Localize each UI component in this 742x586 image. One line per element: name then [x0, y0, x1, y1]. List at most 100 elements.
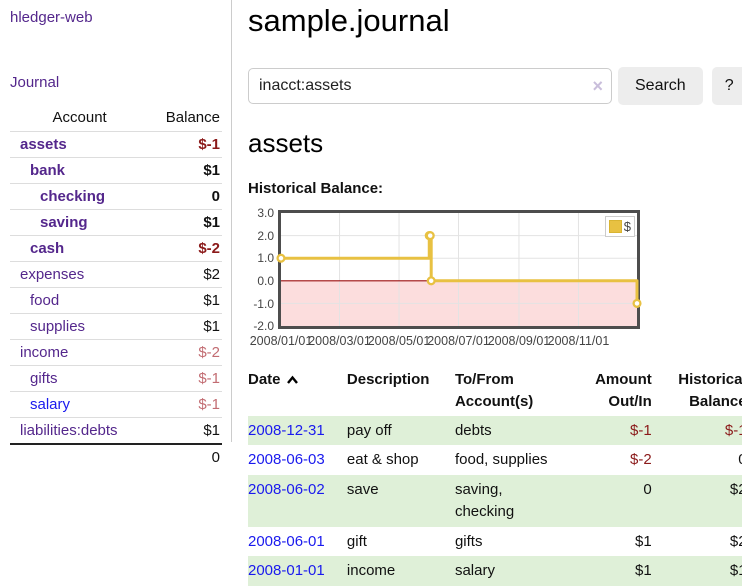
register-header-accounts: To/From Account(s) — [454, 371, 534, 410]
account-link-expenses[interactable]: expenses — [20, 266, 85, 283]
account-link-liabilities-debts[interactable]: liabilities:debts — [20, 422, 118, 439]
sidebar: hledger-web Journal Account Balance asse… — [0, 0, 232, 470]
y-axis-label: 1.0 — [257, 251, 274, 266]
transaction-amount: $1 — [635, 532, 652, 550]
page-title: sample.journal — [248, 3, 450, 38]
account-balance: $-1 — [149, 365, 222, 392]
register-table: Date Description To/From Account(s) Amou… — [248, 366, 742, 586]
account-link-cash[interactable]: cash — [30, 240, 65, 257]
transaction-balance: $2 — [729, 532, 742, 550]
historical-balance-chart: $ 3.0 2.0 1.0 0.0 -1.0 -2.0 2008/01/01 2008/03… — [248, 206, 742, 351]
account-row: checking 0 — [10, 183, 222, 210]
account-balance: $1 — [149, 157, 222, 184]
account-row: bank $1 — [10, 157, 222, 184]
transaction-accounts: debts — [454, 421, 492, 439]
clear-search-icon[interactable]: × — [592, 76, 603, 97]
transaction-balance: $-1 — [724, 421, 742, 439]
register-header-amount: Amount Out/In — [595, 371, 652, 410]
x-axis-label: 2008/11/01 — [547, 334, 610, 349]
y-axis-label: -1.0 — [253, 296, 274, 311]
transaction-balance: $2 — [729, 481, 742, 499]
chart-legend: $ — [604, 216, 635, 238]
account-link-gifts[interactable]: gifts — [30, 370, 58, 387]
account-link-saving[interactable]: saving — [40, 214, 88, 231]
transaction-row: 2008-01-01 income salary $1 $1 — [248, 556, 742, 586]
account-row: salary $-1 — [10, 391, 222, 418]
account-column-header: Account — [52, 109, 107, 126]
account-balance: $1 — [149, 287, 222, 314]
search-input[interactable] — [248, 68, 612, 105]
register-header-row: Date Description To/From Account(s) Amou… — [248, 366, 742, 416]
register-header-date[interactable]: Date — [248, 366, 347, 416]
account-link-checking[interactable]: checking — [40, 188, 106, 205]
account-row: cash $-2 — [10, 235, 222, 262]
account-row: gifts $-1 — [10, 365, 222, 392]
transaction-date-link[interactable]: 2008-06-03 — [248, 451, 325, 469]
account-balance: $-1 — [149, 391, 222, 418]
transaction-date-link[interactable]: 2008-01-01 — [248, 562, 325, 580]
transaction-accounts: salary — [454, 562, 495, 580]
account-link-assets[interactable]: assets — [20, 136, 67, 153]
sidebar-item-journal[interactable]: Journal — [10, 74, 60, 91]
transaction-date-link[interactable]: 2008-06-02 — [248, 481, 325, 499]
transaction-date-link[interactable]: 2008-12-31 — [248, 421, 325, 439]
x-axis-label: 2008/09/01 — [487, 334, 551, 349]
transaction-accounts: saving, checking — [454, 481, 515, 520]
transaction-row: 2008-06-02 save saving, checking 0 $2 — [248, 475, 742, 527]
x-axis-label: 2008/03/01 — [308, 334, 371, 349]
chart-plot-box: $ — [276, 210, 642, 330]
chart-plot-svg — [276, 213, 642, 327]
accounts-total-value: 0 — [149, 443, 222, 470]
account-balance: $1 — [149, 417, 222, 444]
account-row: liabilities:debts $1 — [10, 417, 222, 444]
transaction-row: 2008-12-31 pay off debts $-1 $-1 — [248, 415, 742, 446]
sort-ascending-icon — [286, 375, 298, 384]
x-axis-label: 2008/01/01 — [249, 334, 313, 349]
transaction-amount: $-2 — [630, 451, 652, 469]
transaction-accounts: gifts — [454, 532, 483, 550]
accounts-table: Account Balance assets $-1 bank $1 check… — [10, 106, 222, 470]
account-row: income $-2 — [10, 339, 222, 366]
search-button[interactable]: Search — [618, 67, 703, 106]
transaction-description: save — [346, 481, 379, 499]
account-row: saving $1 — [10, 209, 222, 236]
transaction-balance: $1 — [729, 562, 742, 580]
account-row: food $1 — [10, 287, 222, 314]
account-link-bank[interactable]: bank — [30, 162, 66, 179]
account-link-supplies[interactable]: supplies — [30, 318, 86, 335]
account-row: assets $-1 — [10, 131, 222, 158]
account-balance: $2 — [149, 261, 222, 288]
legend-label: $ — [623, 219, 631, 235]
account-balance: $1 — [149, 209, 222, 236]
transaction-accounts: food, supplies — [454, 451, 548, 469]
transaction-row: 2008-06-01 gift gifts $1 $2 — [248, 527, 742, 557]
account-row: supplies $1 — [10, 313, 222, 340]
transaction-description: eat & shop — [346, 451, 419, 469]
app-title-link[interactable]: hledger-web — [10, 9, 93, 26]
account-heading: assets — [248, 128, 324, 159]
account-link-salary[interactable]: salary — [30, 396, 71, 413]
account-balance: $-1 — [149, 131, 222, 158]
account-balance: 0 — [149, 183, 222, 210]
register-header-date-label: Date — [248, 371, 281, 389]
x-axis-label: 2008/05/01 — [367, 334, 431, 349]
transaction-row: 2008-06-03 eat & shop food, supplies $-2… — [248, 445, 742, 475]
balance-column-header: Balance — [165, 109, 220, 126]
y-axis-label: 0.0 — [257, 273, 274, 288]
account-link-food[interactable]: food — [30, 292, 60, 309]
transaction-amount: 0 — [643, 481, 652, 499]
transaction-amount: $-1 — [630, 421, 652, 439]
chart-section-label: Historical Balance: — [248, 180, 384, 198]
y-axis-label: 3.0 — [257, 206, 274, 221]
transaction-date-link[interactable]: 2008-06-01 — [248, 532, 325, 550]
account-balance: $-2 — [149, 235, 222, 262]
account-link-income[interactable]: income — [20, 344, 69, 361]
register-header-balance: Historical Balance — [678, 371, 742, 410]
transaction-balance: 0 — [652, 445, 742, 475]
help-button[interactable]: ? — [711, 67, 742, 106]
accounts-total-row: 0 — [10, 443, 222, 470]
x-axis-label: 2008/07/01 — [427, 334, 490, 349]
register-header-description: Description — [346, 371, 430, 389]
legend-swatch-icon — [608, 220, 622, 234]
